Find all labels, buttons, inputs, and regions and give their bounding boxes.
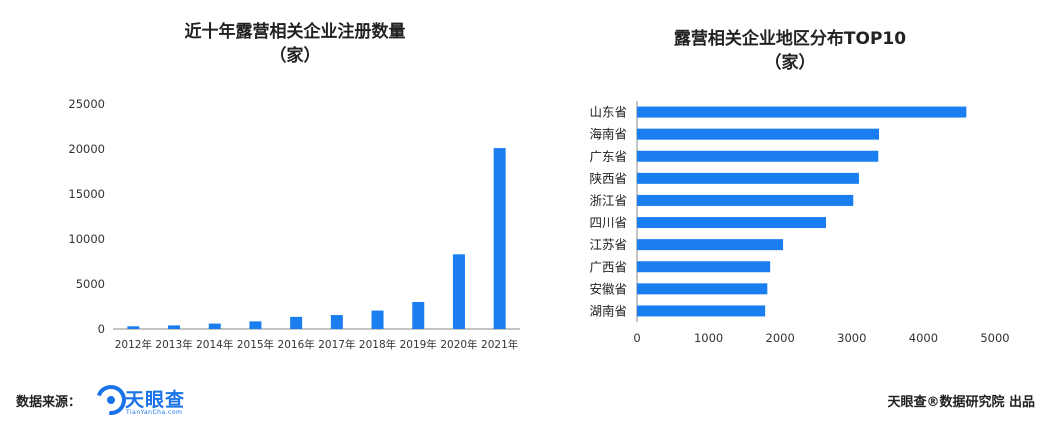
logo-text: 天眼查 xyxy=(125,389,186,411)
x-tick-label: 2014年 xyxy=(196,338,233,351)
x-tick-label: 5000 xyxy=(980,331,1009,345)
y-tick-label: 陕西省 xyxy=(589,171,627,186)
y-tick-label: 安徽省 xyxy=(589,281,627,296)
bar-江苏省 xyxy=(637,239,784,251)
bar-2013年 xyxy=(168,325,181,329)
logo-subtext: TianYanCha.com xyxy=(126,409,183,416)
x-tick-label: 2021年 xyxy=(481,338,518,351)
y-tick-label: 0 xyxy=(98,322,105,336)
bar-2018年 xyxy=(371,310,384,329)
bar-安徽省 xyxy=(637,283,768,295)
bar-广西省 xyxy=(637,261,771,273)
bar-2015年 xyxy=(249,321,262,329)
bar-四川省 xyxy=(637,217,827,229)
bar-2017年 xyxy=(330,315,343,329)
bar-浙江省 xyxy=(637,194,854,206)
x-tick-label: 3000 xyxy=(837,331,866,345)
bar-湖南省 xyxy=(637,305,766,317)
bar-2014年 xyxy=(208,323,221,329)
y-tick-label: 5000 xyxy=(76,277,105,291)
y-tick-label: 10000 xyxy=(68,232,105,246)
x-tick-label: 1000 xyxy=(694,331,723,345)
x-tick-label: 2020年 xyxy=(440,338,477,351)
y-tick-label: 浙江省 xyxy=(589,193,627,208)
x-tick-label: 2019年 xyxy=(400,338,437,351)
bar-陕西省 xyxy=(637,172,859,184)
bar-2020年 xyxy=(452,254,465,329)
left-chart-title-unit: （家） xyxy=(269,46,321,66)
x-tick-label: 2012年 xyxy=(115,338,152,351)
y-tick-label: 江苏省 xyxy=(589,237,627,252)
y-tick-label: 湖南省 xyxy=(589,303,627,318)
tianyancha-logo-icon xyxy=(96,385,126,415)
bar-广东省 xyxy=(637,150,879,162)
right-chart-title-main: 露营相关企业地区分布TOP10 xyxy=(673,29,907,49)
right-chart-title-unit: （家） xyxy=(764,53,816,73)
x-tick-label: 2015年 xyxy=(237,338,274,351)
bar-2021年 xyxy=(493,148,506,329)
x-tick-label: 2000 xyxy=(766,331,795,345)
bar-2016年 xyxy=(290,316,303,329)
left-chart-title-main: 近十年露营相关企业注册数量 xyxy=(184,22,406,42)
source-label: 数据来源： xyxy=(16,395,82,410)
y-tick-label: 15000 xyxy=(68,187,105,201)
bar-2019年 xyxy=(412,302,425,329)
x-tick-label: 0 xyxy=(633,331,640,345)
y-tick-label: 海南省 xyxy=(589,127,627,142)
y-tick-label: 广东省 xyxy=(589,149,627,164)
y-tick-label: 山东省 xyxy=(589,105,627,120)
bar-2012年 xyxy=(127,326,140,329)
x-tick-label: 2018年 xyxy=(359,338,396,351)
y-tick-label: 广西省 xyxy=(589,259,627,274)
y-tick-label: 四川省 xyxy=(589,215,627,230)
registration-bar-chart: 0 5000 10000 15000 20000 25000 2012年 2013年 2014年… xyxy=(68,97,520,351)
x-tick-label: 2013年 xyxy=(155,338,192,351)
credit-text: 天眼查®数据研究院 出品 xyxy=(887,395,1035,410)
x-tick-label: 2017年 xyxy=(318,338,355,351)
bar-海南省 xyxy=(637,128,880,140)
y-tick-label: 25000 xyxy=(68,97,105,111)
x-tick-label: 2016年 xyxy=(278,338,315,351)
y-tick-label: 20000 xyxy=(68,142,105,156)
bar-山东省 xyxy=(637,106,967,118)
left-chart-title: 近十年露营相关企业注册数量 （家） xyxy=(140,20,450,68)
x-tick-label: 4000 xyxy=(909,331,938,345)
right-chart-title: 露营相关企业地区分布TOP10 （家） xyxy=(620,27,960,75)
